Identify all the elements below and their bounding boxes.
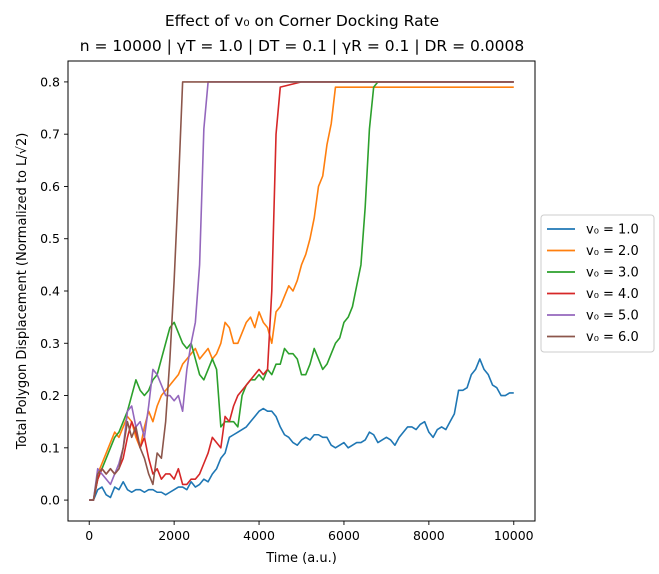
- legend: v₀ = 1.0 v₀ = 2.0 v₀ = 3.0 v₀ = 4.0 v₀ = 5.0…: [540, 214, 655, 353]
- y-tick-label: 0.1: [40, 440, 60, 455]
- x-tick-label: 6000: [328, 528, 360, 543]
- x-axis-ticks: 0 2000 4000 6000 8000 10000: [85, 521, 534, 543]
- series-line-2: [89, 86, 514, 501]
- y-tick-label: 0.2: [40, 388, 60, 403]
- x-axis-label: Time (a.u.): [265, 551, 337, 566]
- y-tick-label: 0.3: [40, 336, 60, 351]
- x-tick-label: 2000: [158, 528, 190, 543]
- y-axis-label: Total Polygon Displacement (Normalized t…: [15, 133, 30, 451]
- chart-title: Effect of v₀ on Corner Docking Rate n = …: [80, 12, 525, 55]
- y-axis-ticks: 0.0 0.1 0.2 0.3 0.4 0.5 0.6 0.7 0.8: [40, 74, 68, 508]
- y-tick-label: 0.0: [40, 493, 60, 508]
- axes-frame: [67, 60, 536, 522]
- chart-subtitle-line: n = 10000 | γT = 1.0 | DT = 0.1 | γR = 0…: [80, 37, 525, 55]
- legend-label: v₀ = 1.0: [586, 223, 639, 238]
- y-tick-label: 0.6: [40, 179, 60, 194]
- series-line-6: [89, 81, 514, 501]
- legend-label: v₀ = 4.0: [586, 287, 639, 302]
- series-line-5: [89, 81, 514, 501]
- legend-label: v₀ = 3.0: [586, 266, 639, 281]
- chart-title-line: Effect of v₀ on Corner Docking Rate: [165, 12, 439, 30]
- x-tick-label: 0: [85, 528, 93, 543]
- plot-area: [89, 81, 514, 501]
- series-line-3: [89, 81, 514, 501]
- legend-box: [540, 214, 655, 353]
- y-tick-label: 0.5: [40, 231, 60, 246]
- x-tick-label: 4000: [243, 528, 275, 543]
- legend-label: v₀ = 5.0: [586, 309, 639, 324]
- y-tick-label: 0.7: [40, 127, 60, 142]
- legend-label: v₀ = 6.0: [586, 330, 639, 345]
- legend-label: v₀ = 2.0: [586, 244, 639, 259]
- series-line-4: [89, 81, 514, 501]
- y-tick-label: 0.8: [40, 74, 60, 89]
- x-tick-label: 10000: [494, 528, 534, 543]
- y-tick-label: 0.4: [40, 284, 60, 299]
- series-line-1: [89, 358, 514, 501]
- x-tick-label: 8000: [413, 528, 445, 543]
